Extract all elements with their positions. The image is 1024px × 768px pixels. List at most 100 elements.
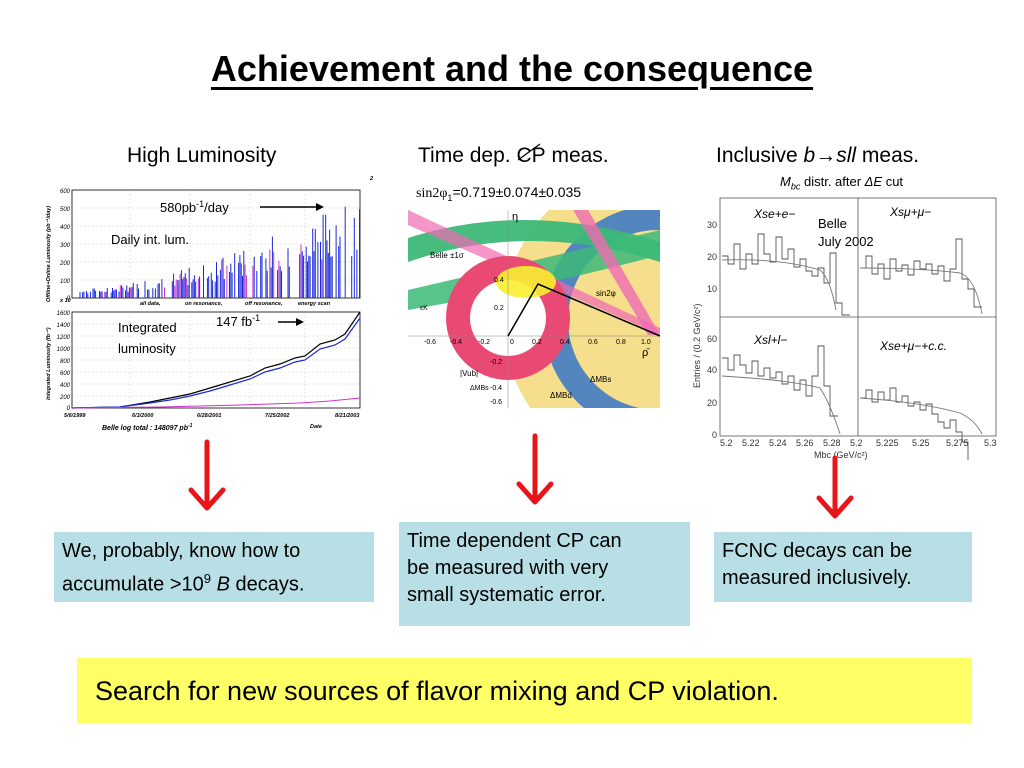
- mbc-x-tick: 5.25: [912, 438, 930, 448]
- mbc-y-tick: 20: [707, 252, 717, 262]
- ut-x-tick: -0.2: [478, 339, 490, 346]
- ut-x-tick: 0.8: [616, 339, 626, 346]
- bottom-y-tick: 1000: [57, 347, 71, 353]
- integrated-label-1: Integrated: [118, 320, 177, 335]
- ut-x-tick: 0.4: [560, 339, 570, 346]
- top-y-label: Offline+Online Luminosity (pb⁻¹/day): [45, 206, 52, 302]
- bottom-x-tick: 5/6/1999: [64, 413, 86, 419]
- dmbd-label: ΔMBd: [550, 391, 572, 400]
- eta-label: η: [512, 211, 518, 223]
- legend-all: all data,: [140, 301, 161, 307]
- ut-x-tick: 0.2: [532, 339, 542, 346]
- mbc-y-tick: 0: [712, 430, 717, 440]
- inclusive-mbc-figure: Mbc distr. after ΔE cut 30 20 10 60 40 2…: [690, 170, 1010, 460]
- ut-x-tick: 1.0: [641, 339, 651, 346]
- exponent-mark: x 10: [59, 298, 71, 304]
- integrated-curve-off: [71, 397, 361, 409]
- bottom-y-tick: 1600: [57, 311, 71, 317]
- bottom-y-tick: 800: [60, 359, 71, 365]
- box-fcnc: FCNC decays can be measured inclusively.: [714, 532, 972, 602]
- top-y-tick: 500: [60, 207, 71, 213]
- panel-label-xsll: Xsl+l−: [753, 333, 787, 347]
- ut-x-tick: -0.6: [424, 339, 436, 346]
- integrated-curve-on: [71, 317, 361, 409]
- summary-banner: Search for new sources of flavor mixing …: [77, 658, 972, 723]
- top-y-tick: 300: [60, 243, 71, 249]
- daily-luminosity-bars: [79, 206, 360, 298]
- panel-label-xsemu: Xse+μ−+c.c.: [879, 339, 947, 353]
- mbc-x-tick: 5.24: [769, 438, 787, 448]
- heading-high-luminosity: High Luminosity: [127, 144, 277, 167]
- panel-label-xsmumu: Xsμ+μ−: [889, 205, 931, 219]
- page-mark: 2: [369, 176, 373, 182]
- cp-slashed: CP: [516, 143, 546, 167]
- box-accumulate: We, probably, know how to accumulate >10…: [54, 532, 374, 602]
- panel-label-xsee: Xse+e−: [753, 207, 795, 221]
- date-label: July 2002: [818, 234, 874, 249]
- bottom-y-tick: 1200: [57, 335, 71, 341]
- dmbs2-label: ΔMBs: [470, 385, 489, 392]
- mbc-y-tick: 20: [707, 398, 717, 408]
- down-arrow-1: [188, 439, 226, 511]
- sin2phi1-value: sin2φ1=0.719±0.074±0.035: [416, 184, 582, 203]
- mbc-y-tick: 40: [707, 365, 717, 375]
- bottom-y-tick: 200: [59, 395, 71, 401]
- bottom-x-tick: 8/21/2003: [335, 413, 359, 419]
- total-label: 147 fb-1: [216, 313, 260, 329]
- mbc-x-tick: 5.275: [946, 438, 969, 448]
- bottom-y-tick: 600: [60, 371, 71, 377]
- bottom-x-tick: 6/28/2001: [197, 413, 221, 419]
- belle-label: Belle: [818, 216, 847, 231]
- down-arrow-3: [816, 455, 854, 519]
- top-y-tick: 600: [60, 189, 71, 195]
- mbc-x-tick: 5.28: [823, 438, 841, 448]
- bottom-y-tick: 400: [60, 383, 71, 389]
- sin2phi-band-label: sin2φ: [596, 289, 616, 298]
- luminosity-figure: 600 500 400 300 200 100 0 1600 1400 1200…: [40, 172, 380, 444]
- integrated-label-2: luminosity: [118, 341, 176, 356]
- ut-x-tick: -0.4: [450, 339, 462, 346]
- belle-band-label: Belle ±1σ: [430, 251, 464, 260]
- ut-y-tick: -0.2: [490, 359, 502, 366]
- mbc-y-tick: 60: [707, 334, 717, 344]
- bottom-x-label: Date: [310, 424, 322, 430]
- integrated-curve-all: [71, 311, 361, 409]
- peak-label: 580pb-1/day: [160, 199, 229, 215]
- top-y-tick: 400: [60, 225, 71, 231]
- summary-text: Search for new sources of flavor mixing …: [95, 676, 779, 706]
- bottom-y-tick: 0: [67, 406, 71, 412]
- mbc-y-tick: 30: [707, 220, 717, 230]
- top-y-tick: 200: [59, 261, 71, 267]
- mbc-x-tick: 5.3: [984, 438, 997, 448]
- ut-x-tick: 0.6: [588, 339, 598, 346]
- unitarity-triangle-figure: sin2φ1=0.719±0.074±0.035 -0.6 -0.4 -0.2 …: [408, 184, 660, 410]
- bottom-x-tick: 7/25/2002: [265, 413, 289, 419]
- slide-title: Achievement and the consequence: [210, 48, 814, 89]
- epsk-label: εK: [420, 305, 428, 312]
- mbc-x-tick: 5.2: [720, 438, 733, 448]
- bottom-x-tick: 6/3/2000: [132, 413, 153, 419]
- mbc-subtitle: Mbc distr. after ΔE cut: [780, 174, 904, 192]
- ut-y-tick: 0.2: [494, 305, 504, 312]
- log-total: Belle log total : 148097 pb-1: [102, 423, 193, 432]
- top-y-tick: 100: [60, 279, 71, 285]
- mbc-y-tick: 10: [707, 284, 717, 294]
- mbc-x-label: Mbc (GeV/c²): [814, 450, 868, 460]
- bottom-y-tick: 1400: [57, 323, 71, 329]
- legend-off: off resonance,: [245, 301, 283, 307]
- mbc-x-tick: 5.26: [796, 438, 814, 448]
- ut-x-tick: 0: [510, 339, 514, 346]
- rho-label: ρ̄: [642, 347, 650, 359]
- heading-inclusive: Inclusive b→sll meas.: [716, 144, 920, 167]
- legend-on: on resonance,: [185, 301, 223, 307]
- mbc-x-tick: 5.225: [876, 438, 899, 448]
- legend-scan: energy scan: [298, 301, 331, 307]
- bottom-y-label: Integrated Luminosity (fb⁻¹): [45, 327, 52, 400]
- top-y-tick: 0: [67, 296, 71, 302]
- ut-y-tick: -0.4: [490, 385, 502, 392]
- dmbs-label: ΔMBs: [590, 375, 611, 384]
- box-time-dependent-cp: Time dependent CP can be measured with v…: [399, 522, 690, 626]
- down-arrow-2: [516, 433, 554, 505]
- mbc-x-tick: 5.22: [742, 438, 760, 448]
- ut-y-tick: 0.4: [494, 277, 504, 284]
